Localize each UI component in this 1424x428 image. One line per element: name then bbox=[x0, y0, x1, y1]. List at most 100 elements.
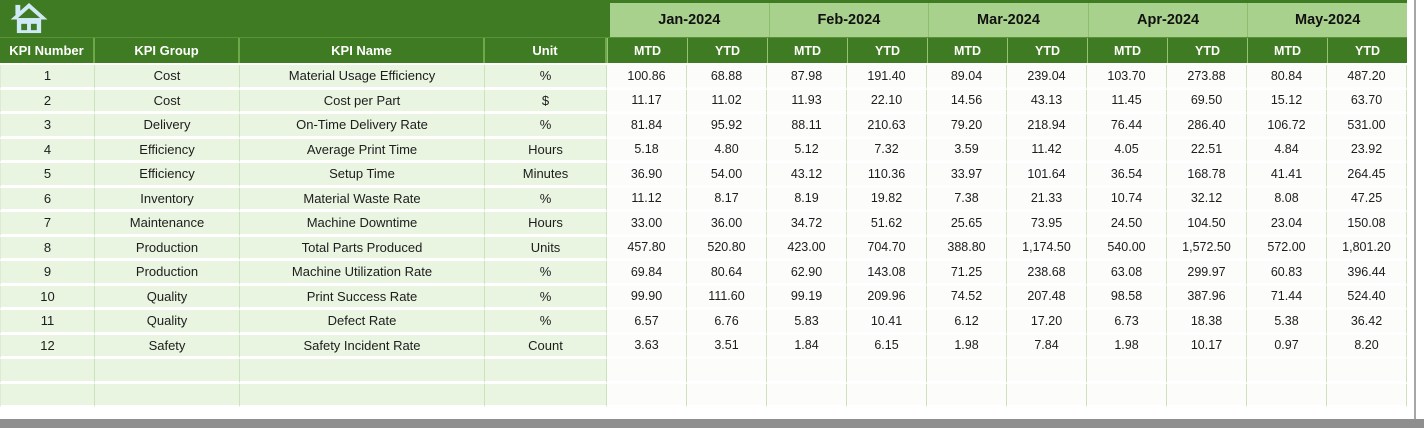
cell-kpi-name[interactable]: Machine Utilization Rate bbox=[240, 261, 485, 286]
column-header-mar-2024-ytd[interactable]: YTD bbox=[1007, 38, 1087, 63]
cell-jan-2024-ytd[interactable]: 6.76 bbox=[687, 310, 767, 335]
cell-mar-2024-mtd[interactable]: 89.04 bbox=[927, 65, 1007, 90]
cell-may-2024-ytd[interactable]: 396.44 bbox=[1327, 261, 1407, 286]
cell-jan-2024-mtd[interactable]: 100.86 bbox=[607, 65, 687, 90]
cell-unit[interactable]: Hours bbox=[485, 138, 607, 163]
cell-apr-2024-mtd[interactable]: 24.50 bbox=[1087, 212, 1167, 237]
cell-may-2024-mtd[interactable]: 15.12 bbox=[1247, 89, 1327, 114]
cell-kpi-group[interactable] bbox=[95, 383, 240, 408]
column-header-apr-2024-ytd[interactable]: YTD bbox=[1167, 38, 1247, 63]
cell-may-2024-mtd[interactable]: 5.38 bbox=[1247, 310, 1327, 335]
cell-kpi-number[interactable]: 1 bbox=[0, 65, 95, 90]
cell-mar-2024-mtd[interactable]: 79.20 bbox=[927, 114, 1007, 139]
cell-apr-2024-mtd[interactable]: 98.58 bbox=[1087, 285, 1167, 310]
cell-mar-2024-mtd[interactable]: 3.59 bbox=[927, 138, 1007, 163]
cell-may-2024-ytd[interactable]: 487.20 bbox=[1327, 65, 1407, 90]
cell-kpi-name[interactable]: Total Parts Produced bbox=[240, 236, 485, 261]
cell-mar-2024-ytd[interactable]: 239.04 bbox=[1007, 65, 1087, 90]
cell-may-2024-mtd[interactable]: 60.83 bbox=[1247, 261, 1327, 286]
cell-may-2024-ytd[interactable] bbox=[1327, 383, 1407, 408]
cell-may-2024-mtd[interactable] bbox=[1247, 383, 1327, 408]
cell-unit[interactable]: % bbox=[485, 114, 607, 139]
cell-mar-2024-mtd[interactable]: 71.25 bbox=[927, 261, 1007, 286]
cell-kpi-name[interactable]: Cost per Part bbox=[240, 89, 485, 114]
cell-kpi-name[interactable]: Machine Downtime bbox=[240, 212, 485, 237]
cell-unit[interactable]: Units bbox=[485, 236, 607, 261]
cell-kpi-number[interactable]: 5 bbox=[0, 163, 95, 188]
cell-apr-2024-ytd[interactable]: 104.50 bbox=[1167, 212, 1247, 237]
cell-mar-2024-ytd[interactable]: 218.94 bbox=[1007, 114, 1087, 139]
column-header-unit[interactable]: Unit bbox=[485, 38, 607, 63]
cell-jan-2024-ytd[interactable]: 3.51 bbox=[687, 334, 767, 359]
cell-unit[interactable]: Hours bbox=[485, 212, 607, 237]
cell-mar-2024-ytd[interactable]: 101.64 bbox=[1007, 163, 1087, 188]
cell-mar-2024-mtd[interactable]: 33.97 bbox=[927, 163, 1007, 188]
cell-feb-2024-ytd[interactable]: 22.10 bbox=[847, 89, 927, 114]
cell-may-2024-ytd[interactable]: 47.25 bbox=[1327, 187, 1407, 212]
cell-may-2024-ytd[interactable]: 524.40 bbox=[1327, 285, 1407, 310]
cell-apr-2024-ytd[interactable]: 286.40 bbox=[1167, 114, 1247, 139]
cell-jan-2024-ytd[interactable]: 111.60 bbox=[687, 285, 767, 310]
cell-feb-2024-mtd[interactable]: 8.19 bbox=[767, 187, 847, 212]
cell-feb-2024-ytd[interactable]: 19.82 bbox=[847, 187, 927, 212]
cell-mar-2024-mtd[interactable]: 388.80 bbox=[927, 236, 1007, 261]
cell-may-2024-ytd[interactable]: 36.42 bbox=[1327, 310, 1407, 335]
cell-kpi-name[interactable]: Print Success Rate bbox=[240, 285, 485, 310]
cell-feb-2024-mtd[interactable]: 87.98 bbox=[767, 65, 847, 90]
column-header-feb-2024-mtd[interactable]: MTD bbox=[767, 38, 847, 63]
cell-unit[interactable]: Count bbox=[485, 334, 607, 359]
cell-jan-2024-ytd[interactable]: 54.00 bbox=[687, 163, 767, 188]
cell-mar-2024-mtd[interactable]: 1.98 bbox=[927, 334, 1007, 359]
cell-unit[interactable]: % bbox=[485, 310, 607, 335]
cell-mar-2024-ytd[interactable]: 17.20 bbox=[1007, 310, 1087, 335]
cell-feb-2024-ytd[interactable]: 143.08 bbox=[847, 261, 927, 286]
cell-may-2024-mtd[interactable]: 106.72 bbox=[1247, 114, 1327, 139]
cell-feb-2024-ytd[interactable]: 191.40 bbox=[847, 65, 927, 90]
cell-apr-2024-ytd[interactable]: 387.96 bbox=[1167, 285, 1247, 310]
cell-jan-2024-ytd[interactable]: 95.92 bbox=[687, 114, 767, 139]
month-header-jan-2024[interactable]: Jan-2024 bbox=[610, 3, 769, 37]
cell-jan-2024-mtd[interactable]: 81.84 bbox=[607, 114, 687, 139]
cell-may-2024-mtd[interactable]: 71.44 bbox=[1247, 285, 1327, 310]
cell-kpi-group[interactable]: Production bbox=[95, 261, 240, 286]
cell-may-2024-mtd[interactable]: 8.08 bbox=[1247, 187, 1327, 212]
cell-may-2024-ytd[interactable]: 8.20 bbox=[1327, 334, 1407, 359]
cell-may-2024-mtd[interactable] bbox=[1247, 359, 1327, 384]
cell-may-2024-ytd[interactable]: 531.00 bbox=[1327, 114, 1407, 139]
cell-kpi-group[interactable]: Delivery bbox=[95, 114, 240, 139]
cell-jan-2024-mtd[interactable]: 36.90 bbox=[607, 163, 687, 188]
cell-jan-2024-mtd[interactable]: 33.00 bbox=[607, 212, 687, 237]
cell-mar-2024-ytd[interactable] bbox=[1007, 383, 1087, 408]
cell-apr-2024-ytd[interactable]: 168.78 bbox=[1167, 163, 1247, 188]
cell-apr-2024-mtd[interactable]: 11.45 bbox=[1087, 89, 1167, 114]
cell-kpi-name[interactable]: Average Print Time bbox=[240, 138, 485, 163]
cell-apr-2024-mtd[interactable]: 540.00 bbox=[1087, 236, 1167, 261]
cell-apr-2024-ytd[interactable]: 32.12 bbox=[1167, 187, 1247, 212]
cell-jan-2024-ytd[interactable] bbox=[687, 359, 767, 384]
cell-kpi-name[interactable] bbox=[240, 383, 485, 408]
column-header-jan-2024-mtd[interactable]: MTD bbox=[607, 38, 687, 63]
cell-feb-2024-mtd[interactable]: 1.84 bbox=[767, 334, 847, 359]
cell-jan-2024-ytd[interactable]: 520.80 bbox=[687, 236, 767, 261]
cell-may-2024-mtd[interactable]: 0.97 bbox=[1247, 334, 1327, 359]
cell-jan-2024-mtd[interactable]: 457.80 bbox=[607, 236, 687, 261]
cell-jan-2024-mtd[interactable]: 11.17 bbox=[607, 89, 687, 114]
cell-feb-2024-mtd[interactable]: 11.93 bbox=[767, 89, 847, 114]
column-header-apr-2024-mtd[interactable]: MTD bbox=[1087, 38, 1167, 63]
cell-kpi-number[interactable]: 8 bbox=[0, 236, 95, 261]
cell-unit[interactable] bbox=[485, 359, 607, 384]
cell-may-2024-ytd[interactable] bbox=[1327, 359, 1407, 384]
cell-jan-2024-ytd[interactable]: 11.02 bbox=[687, 89, 767, 114]
cell-may-2024-mtd[interactable]: 41.41 bbox=[1247, 163, 1327, 188]
cell-feb-2024-mtd[interactable]: 43.12 bbox=[767, 163, 847, 188]
cell-kpi-number[interactable]: 11 bbox=[0, 310, 95, 335]
cell-jan-2024-mtd[interactable]: 6.57 bbox=[607, 310, 687, 335]
cell-apr-2024-mtd[interactable] bbox=[1087, 359, 1167, 384]
cell-mar-2024-ytd[interactable] bbox=[1007, 359, 1087, 384]
cell-mar-2024-mtd[interactable]: 7.38 bbox=[927, 187, 1007, 212]
cell-kpi-group[interactable]: Cost bbox=[95, 65, 240, 90]
cell-jan-2024-ytd[interactable]: 36.00 bbox=[687, 212, 767, 237]
home-button[interactable] bbox=[0, 0, 607, 37]
cell-jan-2024-ytd[interactable]: 68.88 bbox=[687, 65, 767, 90]
cell-kpi-group[interactable]: Cost bbox=[95, 89, 240, 114]
